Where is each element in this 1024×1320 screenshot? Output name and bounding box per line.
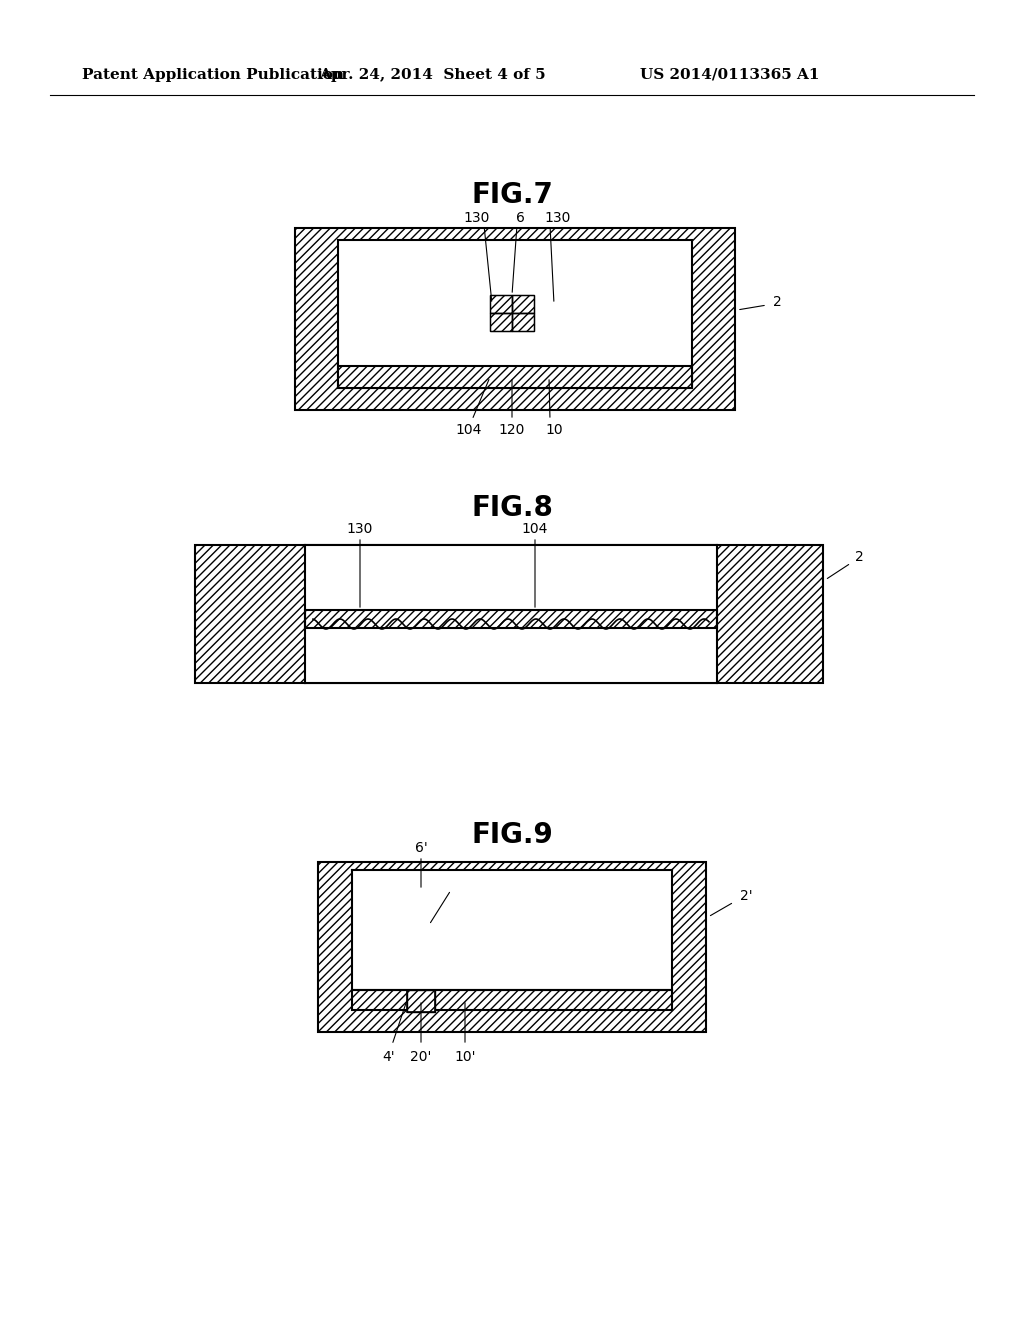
Text: US 2014/0113365 A1: US 2014/0113365 A1 xyxy=(640,69,819,82)
Text: 104: 104 xyxy=(456,422,482,437)
Text: 130: 130 xyxy=(545,211,571,224)
Bar xyxy=(352,990,672,1010)
Text: FIG.8: FIG.8 xyxy=(471,494,553,521)
Bar xyxy=(407,990,435,1012)
Bar xyxy=(318,862,706,1032)
Text: FIG.7: FIG.7 xyxy=(471,181,553,209)
Text: 4': 4' xyxy=(383,1049,395,1064)
Text: 2: 2 xyxy=(773,294,781,309)
Text: FIG.9: FIG.9 xyxy=(471,821,553,849)
Bar xyxy=(305,545,717,610)
Bar xyxy=(195,545,823,682)
Text: 6': 6' xyxy=(415,841,427,855)
Text: 2': 2' xyxy=(740,888,753,903)
Bar xyxy=(352,870,672,990)
Text: Patent Application Publication: Patent Application Publication xyxy=(82,69,344,82)
Text: 10': 10' xyxy=(455,1049,476,1064)
Text: 120: 120 xyxy=(499,422,525,437)
Bar xyxy=(512,294,534,313)
Bar xyxy=(490,313,512,331)
Text: 2: 2 xyxy=(855,550,864,564)
Bar xyxy=(512,313,534,331)
Bar xyxy=(338,240,692,388)
Text: 6: 6 xyxy=(515,211,524,224)
Text: 130: 130 xyxy=(347,521,373,536)
Text: 130: 130 xyxy=(464,211,490,224)
Bar xyxy=(490,313,512,331)
Bar xyxy=(490,294,512,313)
Bar xyxy=(305,610,717,628)
Bar xyxy=(490,294,512,313)
Text: 104: 104 xyxy=(522,521,548,536)
Bar xyxy=(305,628,717,682)
Text: 20': 20' xyxy=(411,1049,432,1064)
Bar xyxy=(512,294,534,313)
Bar xyxy=(407,990,435,1012)
Text: Apr. 24, 2014  Sheet 4 of 5: Apr. 24, 2014 Sheet 4 of 5 xyxy=(318,69,546,82)
Text: 10: 10 xyxy=(545,422,563,437)
Bar xyxy=(295,228,735,411)
Bar xyxy=(338,366,692,388)
Bar xyxy=(512,313,534,331)
